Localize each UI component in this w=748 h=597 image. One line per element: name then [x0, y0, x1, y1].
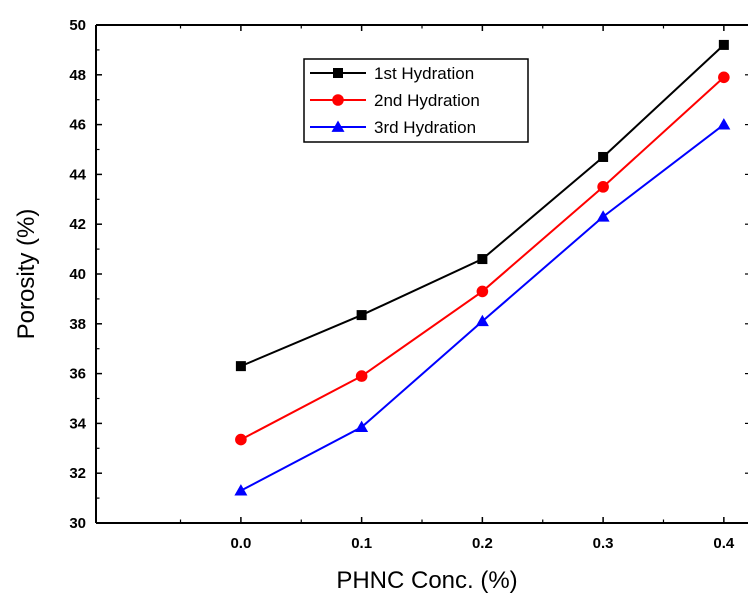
y-tick-label: 34 [69, 415, 86, 432]
data-point [477, 254, 488, 265]
series-1st-hydration [235, 39, 729, 372]
data-point [597, 181, 609, 193]
y-tick-label: 32 [69, 465, 86, 482]
data-point [355, 370, 368, 382]
y-tick-label: 42 [69, 216, 86, 233]
y-tick-label: 46 [69, 117, 86, 134]
series-2nd-hydration [235, 71, 730, 446]
y-axis-title: Porosity (%) [13, 209, 40, 340]
x-tick-label: 0.1 [351, 535, 372, 552]
legend: 1st Hydration 2nd Hydration 3rd Hydration [303, 58, 529, 143]
x-tick-label: 0.0 [230, 535, 251, 552]
data-point [235, 433, 247, 446]
x-axis-title: PHNC Conc. (%) [336, 567, 517, 594]
data-point [717, 118, 731, 130]
legend-item-2nd-hydration: 2nd Hydration [310, 91, 480, 110]
data-point [356, 310, 367, 321]
data-point [718, 39, 729, 50]
x-tick-label: 0.4 [713, 535, 735, 552]
data-point [235, 361, 246, 372]
y-tick-label: 48 [69, 67, 86, 84]
series-3rd-hydration [234, 118, 731, 496]
series-line [240, 123, 725, 492]
legend-label: 1st Hydration [374, 64, 474, 83]
legend-marker [332, 94, 344, 106]
data-point [718, 71, 730, 84]
y-tick-label: 50 [69, 17, 86, 34]
y-tick-label: 40 [69, 266, 86, 283]
data-point [475, 314, 489, 327]
data-point [355, 420, 369, 433]
legend-marker [331, 120, 345, 132]
x-tick-label: 0.3 [593, 535, 614, 552]
data-point [234, 484, 248, 496]
legend-item-1st-hydration: 1st Hydration [310, 64, 474, 83]
series-group [234, 39, 731, 496]
legend-label: 3rd Hydration [374, 118, 476, 137]
y-tick-label: 30 [69, 515, 86, 532]
legend-item-3rd-hydration: 3rd Hydration [310, 118, 476, 137]
y-tick-label: 38 [69, 316, 86, 333]
y-tick-label: 36 [69, 366, 86, 383]
legend-marker [333, 68, 343, 78]
data-point [596, 210, 610, 222]
x-tick-label: 0.2 [472, 535, 493, 552]
data-point [476, 285, 489, 298]
axis-ticks: 30 32 34 36 38 40 42 44 46 48 50 0.0 0.1 0.2 0.3 0.4 [69, 17, 748, 552]
y-tick-label: 44 [69, 166, 86, 183]
data-point [598, 151, 609, 162]
legend-label: 2nd Hydration [374, 91, 480, 110]
